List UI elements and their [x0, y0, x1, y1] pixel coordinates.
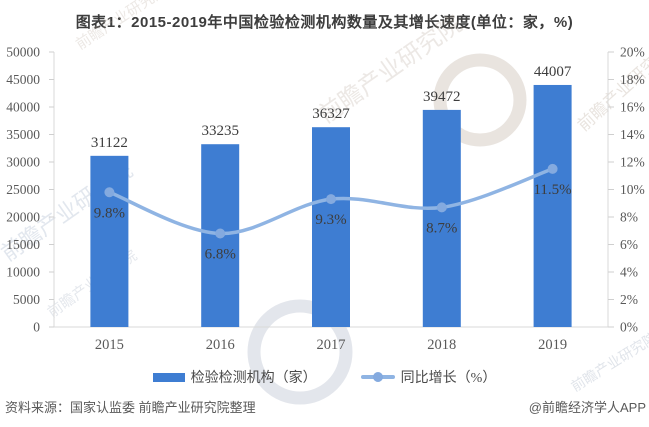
- x-axis-label-2016: 2016: [206, 337, 235, 353]
- watermark-text: 前瞻产业研究院: [72, 0, 170, 53]
- left-axis-label: 30000: [6, 155, 40, 170]
- left-axis-label: 0: [33, 320, 40, 335]
- left-axis-label: 15000: [6, 237, 40, 252]
- watermark-logo: [433, 53, 527, 147]
- left-axis-label: 25000: [6, 182, 40, 197]
- right-axis-label: 0%: [620, 320, 638, 335]
- left-axis-label: 35000: [6, 127, 40, 142]
- bar-value-label: 44007: [534, 64, 572, 80]
- line-marker-2016[interactable]: [215, 228, 226, 239]
- left-axis-label: 50000: [6, 45, 40, 60]
- left-axis-label: 40000: [6, 100, 40, 115]
- bar-value-label: 33235: [201, 123, 239, 139]
- legend-item-line[interactable]: 同比增长（%）: [360, 367, 497, 387]
- right-axis-label: 12%: [620, 155, 645, 170]
- right-axis-label: 4%: [620, 265, 638, 280]
- credit-text: @前瞻经济学人APP: [528, 400, 646, 415]
- line-value-label: 9.3%: [315, 212, 346, 228]
- right-axis-label: 2%: [620, 292, 638, 307]
- legend: 检验检测机构（家） 同比增长（%）: [0, 368, 649, 386]
- line-value-label: 8.7%: [426, 220, 457, 236]
- right-axis-label: 16%: [620, 100, 645, 115]
- right-axis-label: 20%: [620, 45, 645, 60]
- left-axis-label: 5000: [13, 292, 40, 307]
- bar-2017[interactable]: [312, 127, 350, 327]
- bar-2015[interactable]: [90, 155, 129, 327]
- line-marker-2015[interactable]: [104, 187, 115, 198]
- right-axis-label: 14%: [620, 127, 645, 142]
- right-axis-label: 6%: [620, 237, 638, 252]
- bar-value-label: 31122: [91, 135, 128, 151]
- x-axis-label-2017: 2017: [317, 337, 346, 353]
- line-value-label: 6.8%: [205, 247, 236, 263]
- legend-line-label: 同比增长（%）: [400, 371, 497, 386]
- legend-bar-label: 检验检测机构（家）: [190, 371, 317, 386]
- bar-2018[interactable]: [422, 109, 461, 328]
- chart-title: 图表1：2015-2019年中国检验检测机构数量及其增长速度(单位：家，%): [75, 14, 574, 31]
- line-marker-2019[interactable]: [547, 163, 558, 174]
- right-axis-label: 8%: [620, 210, 638, 225]
- source-text: 资料来源：国家认监委 前瞻产业研究院整理: [5, 400, 256, 415]
- left-axis-label: 45000: [6, 72, 40, 87]
- line-value-label: 9.8%: [94, 205, 125, 221]
- line-value-label: 11.5%: [533, 182, 571, 198]
- bar-2019[interactable]: [533, 84, 572, 327]
- x-axis-label-2019: 2019: [538, 337, 567, 353]
- legend-item-bar[interactable]: 检验检测机构（家）: [152, 367, 317, 387]
- x-axis-label-2018: 2018: [427, 337, 456, 353]
- right-axis-label: 18%: [620, 72, 645, 87]
- line-series-swatch: [360, 372, 395, 382]
- x-axis-label-2015: 2015: [95, 337, 124, 353]
- bar-value-label: 36327: [312, 106, 350, 122]
- bar-value-label: 39472: [423, 89, 461, 105]
- left-axis-label: 10000: [6, 265, 40, 280]
- bar-series-swatch: [152, 372, 185, 382]
- left-axis-label: 20000: [6, 210, 40, 225]
- watermark-logo: [247, 299, 353, 405]
- right-axis-label: 10%: [620, 182, 645, 197]
- line-marker-2017[interactable]: [326, 194, 336, 205]
- footer: 资料来源：国家认监委 前瞻产业研究院整理 @前瞻经济学人APP: [0, 397, 649, 416]
- line-marker-2018[interactable]: [436, 202, 447, 213]
